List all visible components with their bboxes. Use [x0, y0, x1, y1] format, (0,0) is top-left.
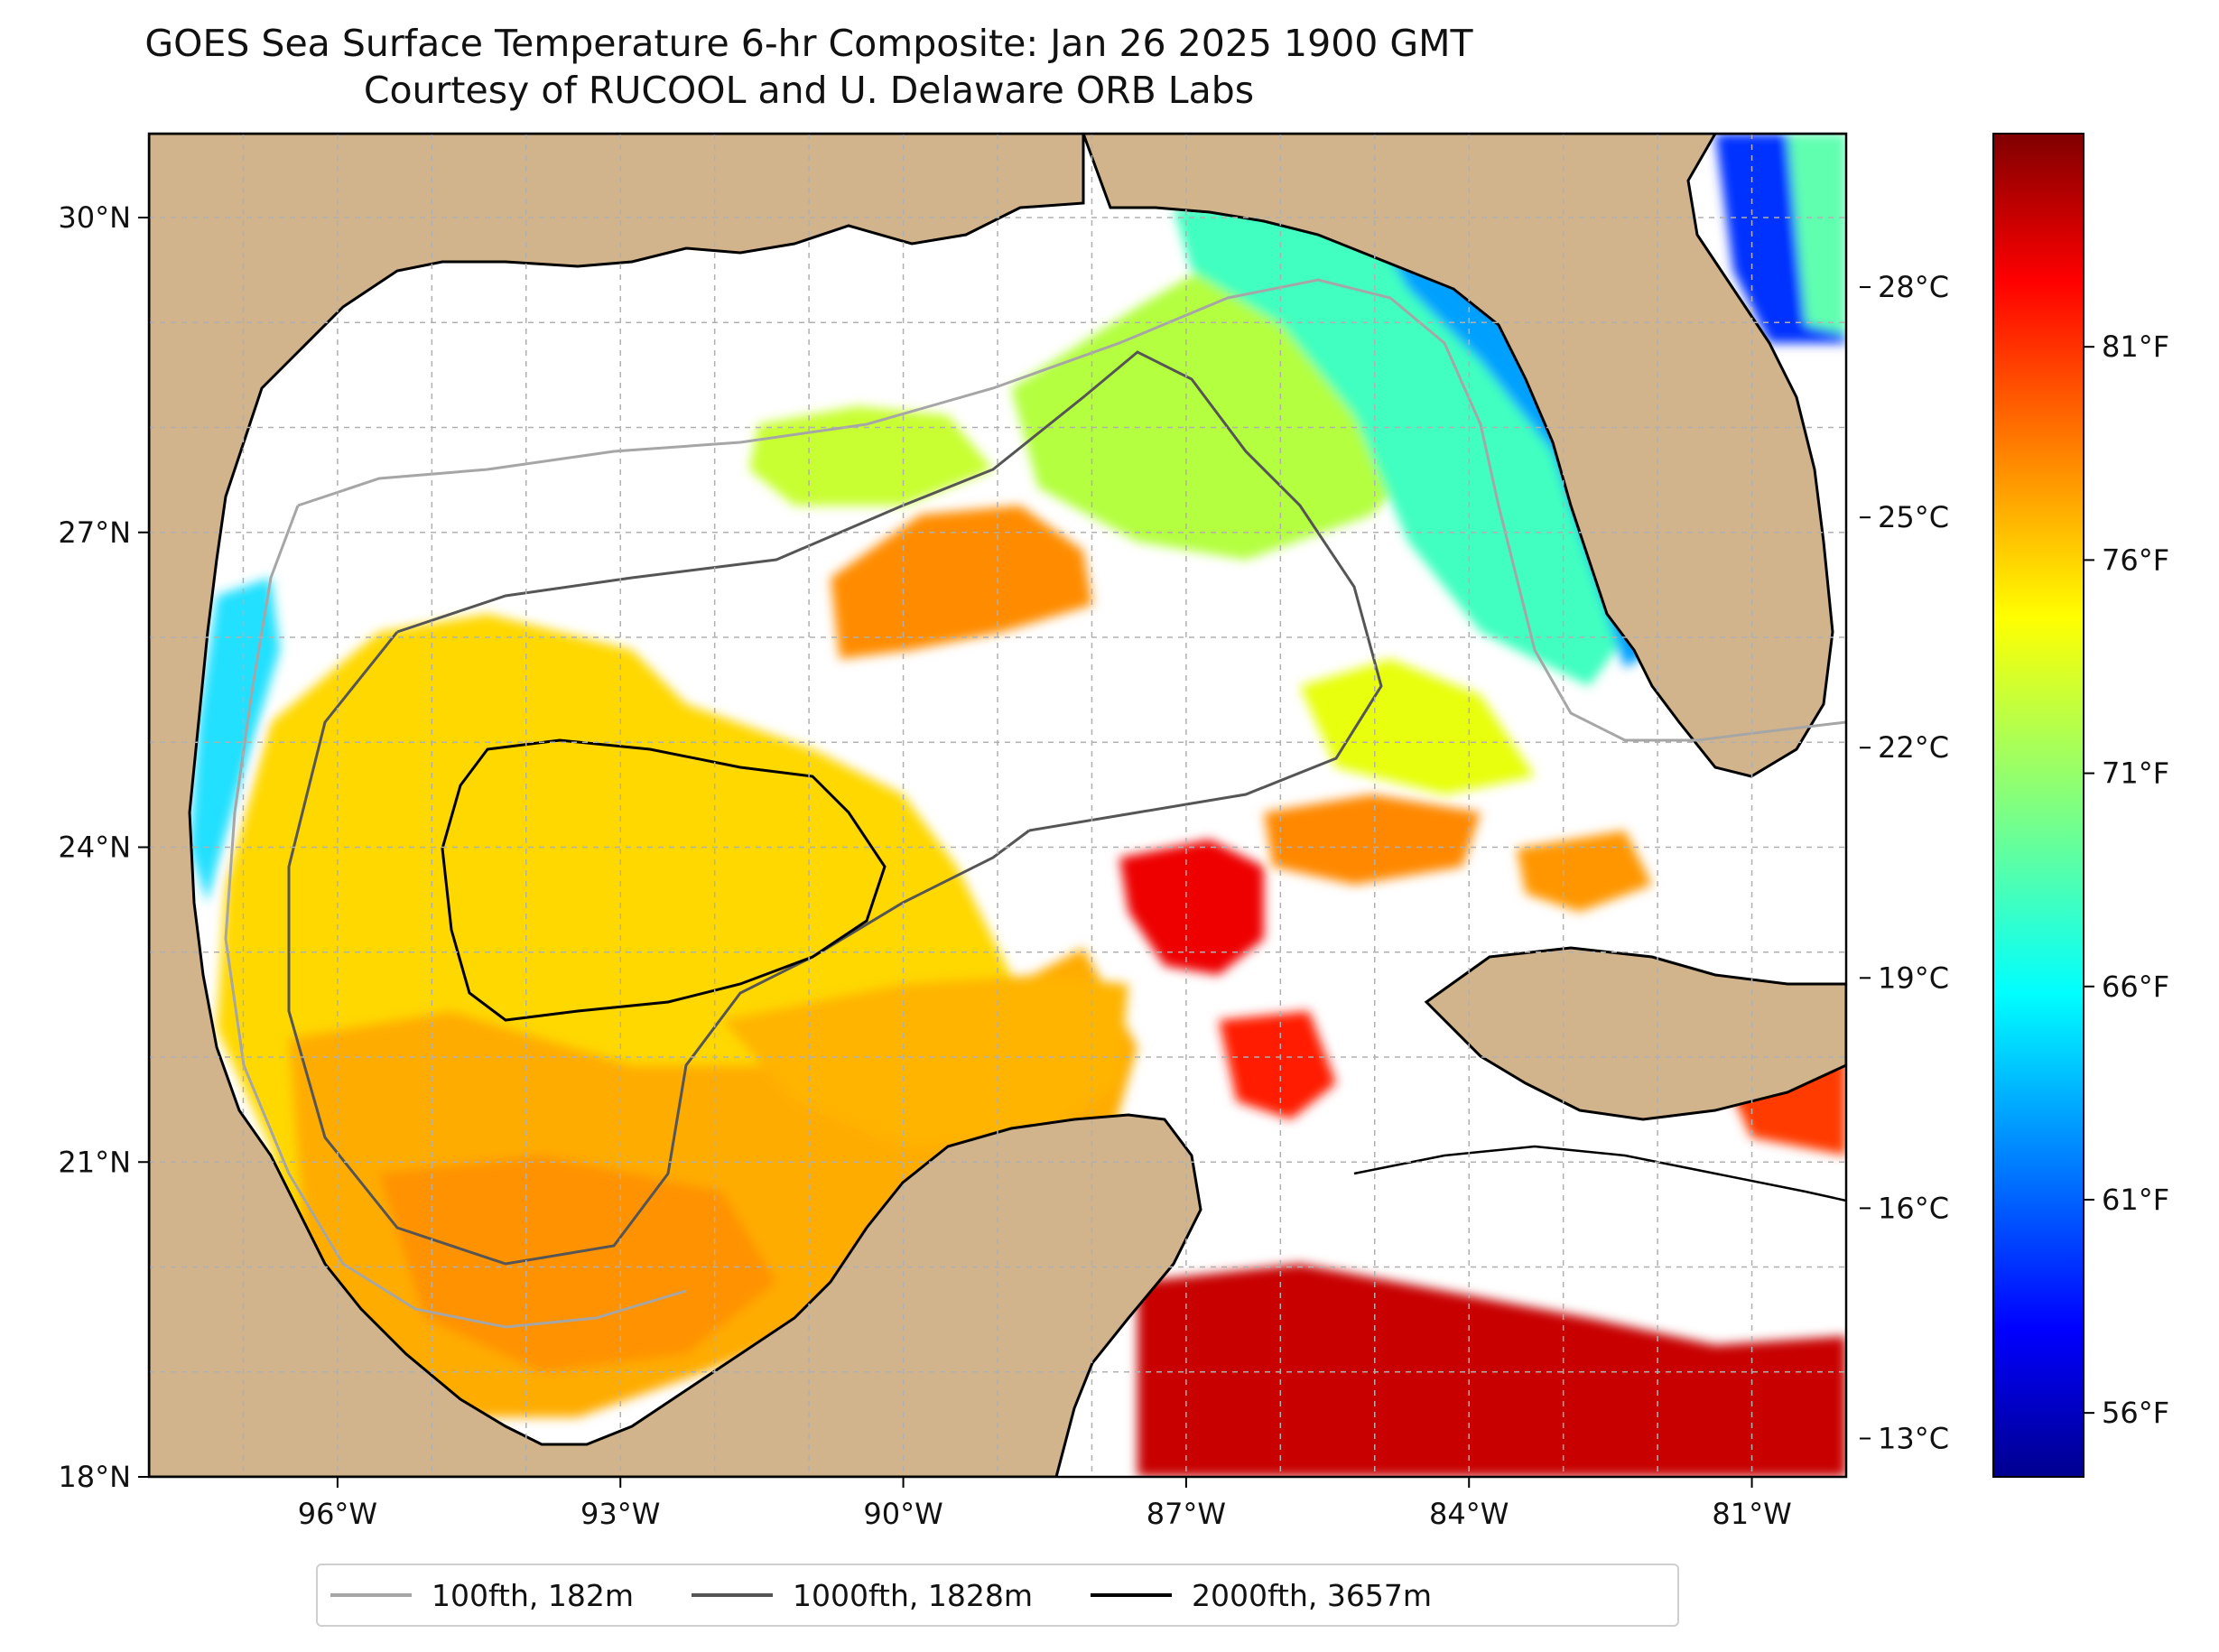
lon-tick-label: 93°W: [580, 1497, 660, 1531]
lon-tick-label: 81°W: [1712, 1497, 1791, 1531]
land: [149, 134, 1846, 1477]
contour-100fth: [297, 278, 1846, 742]
legend-label-100fth: 100fth, 182m: [432, 1577, 634, 1613]
celsius-tick-label: 16°C: [1878, 1191, 1949, 1225]
sst-yucatan-red: [1119, 840, 1264, 975]
latitude-axis: 18°N 21°N 24°N 27°N 30°N: [58, 200, 149, 1494]
sst-eastern-yellow-green: [1300, 659, 1535, 794]
bathymetry: [224, 278, 1846, 1329]
lon-tick-label: 87°W: [1147, 1497, 1226, 1531]
legend-swatch-100fth: [330, 1593, 412, 1597]
lon-tick-label: 84°W: [1429, 1497, 1509, 1531]
lon-tick-label: 90°W: [863, 1497, 942, 1531]
fahrenheit-tick-label: 71°F: [2102, 756, 2169, 791]
sst-caribbean-red: [1137, 1264, 1846, 1477]
mexico-texas-land: [149, 134, 1202, 1477]
legend-item-100fth: 100fth, 182m: [330, 1578, 634, 1613]
lat-tick-label: 30°N: [58, 200, 131, 235]
lat-tick-label: 24°N: [58, 831, 131, 865]
lon-tick-label: 96°W: [298, 1497, 377, 1531]
legend-label-2000fth: 2000fth, 3657m: [1191, 1577, 1432, 1613]
celsius-tick-label: 25°C: [1878, 500, 1949, 534]
contour-1000fth: [396, 350, 1383, 832]
fahrenheit-scale: 56°F 61°F 66°F 71°F 76°F 81°F: [2084, 329, 2169, 1430]
celsius-tick-label: 22°C: [1878, 730, 1949, 765]
lat-tick-label: 18°N: [58, 1460, 131, 1494]
fahrenheit-tick-label: 66°F: [2102, 970, 2169, 1004]
florida-panhandle-land: [1082, 134, 1834, 778]
celsius-tick-label: 13°C: [1878, 1421, 1949, 1455]
sst-central-orange: [722, 975, 1128, 1146]
legend-item-1000fth: 1000fth, 1828m: [692, 1578, 1033, 1613]
lat-tick-label: 27°N: [58, 515, 131, 550]
fahrenheit-tick-label: 56°F: [2102, 1396, 2169, 1430]
map-title: GOES Sea Surface Temperature 6-hr Compos…: [0, 20, 1618, 114]
sst-keys-orange: [1517, 831, 1652, 912]
sst-central-north-orange: [831, 506, 1092, 659]
sst-channel-red: [1219, 1011, 1336, 1119]
contour-2000fth-caribbean: [1353, 1145, 1846, 1202]
fahrenheit-tick-label: 61°F: [2102, 1183, 2169, 1217]
legend-label-1000fth: 1000fth, 1828m: [793, 1577, 1033, 1613]
lat-tick-label: 21°N: [58, 1145, 131, 1179]
map-border: [147, 132, 1848, 1479]
contour-2000fth: [441, 738, 887, 1022]
map-frame: [149, 134, 1846, 1477]
celsius-tick-label: 19°C: [1878, 961, 1949, 995]
cuba-land: [1424, 946, 1846, 1121]
longitude-axis: 96°W 93°W 90°W 87°W 84°W 81°W: [298, 1477, 1792, 1531]
sst-southwest-orange: [379, 1155, 776, 1372]
legend-swatch-1000fth: [692, 1593, 773, 1597]
fahrenheit-tick-label: 81°F: [2102, 329, 2169, 364]
graticule: [149, 134, 1846, 1477]
legend-item-2000fth: 2000fth, 3657m: [1090, 1577, 1432, 1613]
title-line-1: GOES Sea Surface Temperature 6-hr Compos…: [144, 22, 1473, 65]
sst-atlantic-green: [1787, 134, 1846, 334]
celsius-scale: 13°C 16°C 19°C 22°C 25°C 28°C: [1860, 270, 1949, 1455]
contour-100fth-west: [224, 505, 687, 1329]
legend-swatch-2000fth: [1090, 1593, 1172, 1597]
sst-eastern-orange: [1264, 794, 1481, 885]
title-line-2: Courtesy of RUCOOL and U. Delaware ORB L…: [363, 69, 1255, 112]
sst-field: [190, 134, 1846, 1477]
contour-1000fth-south: [287, 631, 1030, 1266]
colorbar: [1992, 133, 2084, 1478]
sst-florida-shelf-cyan: [1174, 208, 1643, 686]
celsius-tick-label: 28°C: [1878, 270, 1949, 304]
bathymetry-legend: 100fth, 182m 1000fth, 1828m 2000fth, 365…: [316, 1564, 1679, 1627]
fahrenheit-tick-label: 76°F: [2102, 543, 2169, 577]
